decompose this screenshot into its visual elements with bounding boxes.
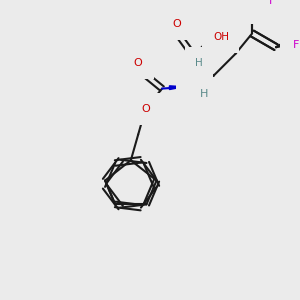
Text: O: O bbox=[172, 19, 181, 29]
Text: H: H bbox=[195, 58, 203, 68]
Text: O: O bbox=[141, 104, 150, 114]
Text: H: H bbox=[200, 89, 208, 99]
Text: F: F bbox=[293, 40, 299, 50]
Text: O: O bbox=[134, 58, 142, 68]
Text: OH: OH bbox=[213, 32, 229, 42]
Text: N: N bbox=[189, 78, 198, 92]
Text: F: F bbox=[269, 0, 276, 6]
Polygon shape bbox=[169, 86, 184, 89]
